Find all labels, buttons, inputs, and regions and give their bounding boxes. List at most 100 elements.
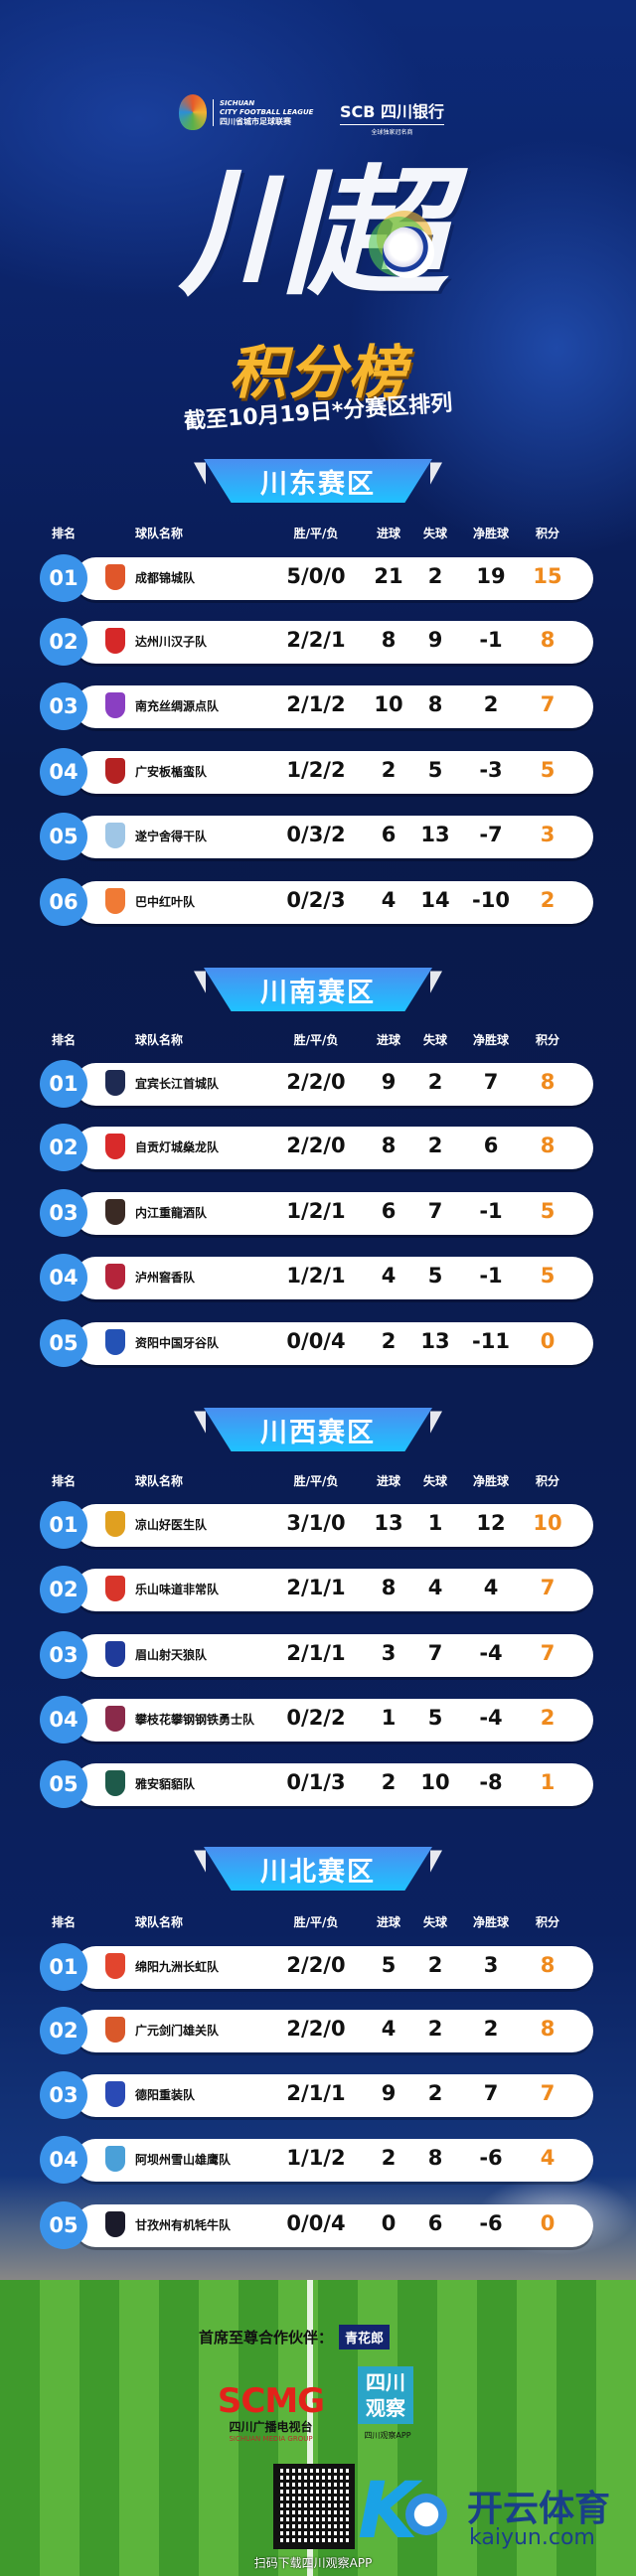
goals-for: 9 <box>381 1070 397 1094</box>
win-draw-loss: 1/1/2 <box>286 2146 346 2170</box>
team-name: 成都锦城队 <box>135 571 196 585</box>
scmg-logo: SCMG 四川广播电视台 SICHUAN MEDIA GROUP <box>214 2384 328 2443</box>
win-draw-loss: 3/1/0 <box>286 1511 346 1535</box>
column-header: 失球 <box>422 1033 448 1047</box>
team-name: 绵阳九洲长虹队 <box>135 1960 220 1974</box>
league-logo-line: CITY FOOTBALL LEAGUE <box>220 107 314 116</box>
column-header: 排名 <box>51 1474 77 1488</box>
points: 3 <box>540 823 556 846</box>
goal-difference: 19 <box>476 564 506 588</box>
team-name: 广安板楯蛮队 <box>135 765 208 779</box>
watermark-ball-icon <box>405 2494 447 2535</box>
zone-title: 川北赛区 <box>204 1847 432 1891</box>
team-name: 德阳重装队 <box>135 2088 196 2102</box>
row-background <box>75 1127 593 1169</box>
table-row: 01 凉山好医生队 3/1/0 13 1 12 10 <box>0 1500 636 1550</box>
column-header: 球队名称 <box>134 1033 184 1047</box>
win-draw-loss: 1/2/1 <box>286 1264 346 1288</box>
team-name: 达州川汉子队 <box>135 635 208 649</box>
column-header: 排名 <box>51 1033 77 1047</box>
sponsor-logo: SCB 四川银行 全球独家冠名商 <box>340 98 445 136</box>
goals-for: 2 <box>381 758 397 782</box>
rank-badge: 05 <box>40 813 87 860</box>
table-header: 排名 球队名称 胜/平/负 进球 失球 净胜球 积分 <box>0 1031 636 1051</box>
team-name: 自贡灯城燊龙队 <box>135 1140 220 1154</box>
partner-label: 首席至尊合作伙伴： <box>199 2329 334 2347</box>
rank-badge: 01 <box>40 1943 87 1991</box>
row-background <box>75 751 593 794</box>
goals-for: 2 <box>381 2146 397 2170</box>
goals-for: 5 <box>381 1953 397 1977</box>
column-header: 排名 <box>51 1915 77 1929</box>
team-name: 遂宁舍得干队 <box>135 830 208 843</box>
goals-for: 4 <box>381 1264 397 1288</box>
poster-title: 川超 <box>178 152 447 315</box>
goal-difference: -10 <box>472 888 510 912</box>
team-crest-icon <box>105 1706 125 1732</box>
qr-code[interactable] <box>273 2464 355 2549</box>
team-crest-icon <box>105 1770 125 1796</box>
points: 8 <box>540 1953 556 1977</box>
rank-badge: 05 <box>40 2201 87 2249</box>
column-header: 排名 <box>51 527 77 540</box>
goal-difference: -1 <box>479 1199 503 1223</box>
goal-difference: 2 <box>483 692 499 716</box>
goals-against: 8 <box>427 692 443 716</box>
team-crest-icon <box>105 1953 125 1979</box>
table-row: 02 达州川汉子队 2/2/1 8 9 -1 8 <box>0 617 636 667</box>
row-background <box>75 1763 593 1806</box>
row-background <box>75 1504 593 1547</box>
goals-for: 2 <box>381 1770 397 1794</box>
column-header: 净胜球 <box>472 1915 510 1929</box>
column-header: 球队名称 <box>134 1474 184 1488</box>
points: 0 <box>540 2211 556 2235</box>
goals-for: 6 <box>381 823 397 846</box>
goal-difference: -3 <box>479 758 503 782</box>
watermark-en: kaiyun.com <box>469 2525 595 2550</box>
goals-for: 8 <box>381 1134 397 1157</box>
rank-badge: 01 <box>40 1501 87 1549</box>
scmg-logo-text: SCMG <box>217 2381 325 2421</box>
team-crest-icon <box>105 692 125 718</box>
column-header: 失球 <box>422 1474 448 1488</box>
points: 8 <box>540 2017 556 2041</box>
goals-for: 3 <box>381 1641 397 1665</box>
rank-badge: 04 <box>40 748 87 796</box>
win-draw-loss: 1/2/2 <box>286 758 346 782</box>
rank-badge: 05 <box>40 1760 87 1808</box>
column-header: 进球 <box>376 1474 401 1488</box>
rank-badge: 05 <box>40 1319 87 1367</box>
goals-for: 4 <box>381 888 397 912</box>
team-name: 资阳中国牙谷队 <box>135 1336 220 1350</box>
goals-for: 9 <box>381 2081 397 2105</box>
column-header: 进球 <box>376 1033 401 1047</box>
goals-against: 7 <box>427 1199 443 1223</box>
rank-badge: 02 <box>40 1566 87 1613</box>
goal-difference: 4 <box>483 1576 499 1599</box>
goals-for: 6 <box>381 1199 397 1223</box>
team-crest-icon <box>105 1134 125 1159</box>
watermark-logo: K 开云体育 kaiyun.com <box>358 2472 626 2556</box>
qr-caption: 扫码下载四川观察APP <box>253 2556 373 2570</box>
row-background <box>75 2204 593 2247</box>
sponsor-name: SCB 四川银行 <box>340 102 445 121</box>
table-row: 01 成都锦城队 5/0/0 21 2 19 15 <box>0 553 636 603</box>
team-crest-icon <box>105 2146 125 2172</box>
points: 8 <box>540 1134 556 1157</box>
header-logos: SICHUAN CITY FOOTBALL LEAGUE 四川省城市足球联赛 S… <box>0 94 636 144</box>
team-crest-icon <box>105 1576 125 1601</box>
win-draw-loss: 0/2/2 <box>286 1706 346 1730</box>
team-crest-icon <box>105 1070 125 1096</box>
team-crest-icon <box>105 1264 125 1289</box>
column-header: 净胜球 <box>472 1474 510 1488</box>
table-row: 04 阿坝州雪山雄鹰队 1/1/2 2 8 -6 4 <box>0 2135 636 2185</box>
poster-subtitle: 积分榜 <box>228 339 407 406</box>
goals-for: 21 <box>374 564 403 588</box>
table-row: 05 遂宁舍得干队 0/3/2 6 13 -7 3 <box>0 812 636 861</box>
points: 2 <box>540 1706 556 1730</box>
goal-difference: 2 <box>483 2017 499 2041</box>
goals-against: 14 <box>420 888 450 912</box>
column-header: 进球 <box>376 527 401 540</box>
team-name: 泸州窖香队 <box>135 1271 196 1285</box>
goals-against: 2 <box>427 1070 443 1094</box>
